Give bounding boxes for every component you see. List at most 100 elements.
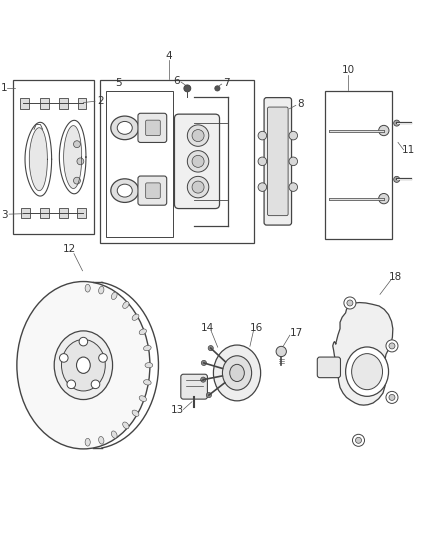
Bar <box>20 98 29 109</box>
Ellipse shape <box>17 281 150 449</box>
Circle shape <box>192 155 204 167</box>
Ellipse shape <box>85 284 90 292</box>
Circle shape <box>79 337 88 346</box>
Ellipse shape <box>139 396 146 401</box>
Circle shape <box>77 158 84 165</box>
Text: 18: 18 <box>389 272 402 282</box>
Circle shape <box>258 157 267 166</box>
Circle shape <box>353 434 364 446</box>
Text: 10: 10 <box>342 65 355 75</box>
Ellipse shape <box>145 362 153 368</box>
Text: 6: 6 <box>173 76 180 86</box>
Text: 13: 13 <box>170 405 184 415</box>
FancyBboxPatch shape <box>138 176 167 205</box>
Circle shape <box>394 120 400 126</box>
Bar <box>13 80 94 235</box>
Ellipse shape <box>132 410 139 416</box>
Bar <box>21 208 30 218</box>
Ellipse shape <box>123 422 129 429</box>
Text: 3: 3 <box>1 210 7 220</box>
Text: 1: 1 <box>1 83 7 93</box>
Ellipse shape <box>139 329 146 335</box>
Text: 16: 16 <box>250 323 263 333</box>
Bar <box>59 98 67 109</box>
Circle shape <box>258 183 267 191</box>
Polygon shape <box>29 128 47 191</box>
Circle shape <box>187 125 209 147</box>
Ellipse shape <box>144 345 151 351</box>
Circle shape <box>74 141 81 148</box>
Bar <box>100 80 254 243</box>
Text: 4: 4 <box>166 51 173 61</box>
Circle shape <box>386 391 398 403</box>
Ellipse shape <box>111 179 139 203</box>
Text: 11: 11 <box>402 145 415 155</box>
Bar <box>78 98 86 109</box>
Circle shape <box>60 353 68 362</box>
Circle shape <box>347 300 353 306</box>
Polygon shape <box>64 126 81 189</box>
Circle shape <box>389 394 395 400</box>
Ellipse shape <box>117 184 132 197</box>
Circle shape <box>201 360 206 366</box>
Circle shape <box>386 340 398 352</box>
Ellipse shape <box>132 314 139 320</box>
Circle shape <box>344 297 356 309</box>
Bar <box>59 208 67 218</box>
Circle shape <box>99 353 107 362</box>
Circle shape <box>67 380 76 389</box>
Circle shape <box>289 157 297 166</box>
Text: 7: 7 <box>223 78 230 88</box>
Ellipse shape <box>99 437 104 444</box>
Ellipse shape <box>77 357 90 374</box>
Ellipse shape <box>85 438 90 446</box>
Ellipse shape <box>111 116 139 140</box>
Ellipse shape <box>346 347 389 397</box>
FancyBboxPatch shape <box>317 357 340 378</box>
Circle shape <box>192 181 204 193</box>
Ellipse shape <box>144 379 151 385</box>
Circle shape <box>206 392 212 398</box>
Bar <box>106 91 173 237</box>
Ellipse shape <box>230 365 244 382</box>
Circle shape <box>289 183 297 191</box>
Bar <box>77 208 85 218</box>
Circle shape <box>215 86 220 91</box>
FancyBboxPatch shape <box>174 114 219 208</box>
FancyBboxPatch shape <box>146 183 160 198</box>
Bar <box>325 91 392 239</box>
Circle shape <box>91 380 100 389</box>
FancyBboxPatch shape <box>138 114 167 142</box>
Circle shape <box>187 176 209 198</box>
Ellipse shape <box>117 122 132 134</box>
Text: 14: 14 <box>200 323 214 333</box>
Circle shape <box>289 131 297 140</box>
Ellipse shape <box>99 286 104 294</box>
Ellipse shape <box>111 431 117 438</box>
Circle shape <box>379 193 389 204</box>
Ellipse shape <box>54 331 113 400</box>
Ellipse shape <box>213 345 261 401</box>
FancyBboxPatch shape <box>268 107 288 216</box>
Text: 5: 5 <box>115 78 121 88</box>
Ellipse shape <box>111 292 117 300</box>
Bar <box>40 98 49 109</box>
Text: 8: 8 <box>298 100 304 109</box>
Ellipse shape <box>352 353 382 390</box>
Circle shape <box>187 151 209 172</box>
Circle shape <box>394 176 400 182</box>
Circle shape <box>276 346 286 357</box>
Text: 12: 12 <box>63 244 76 254</box>
Polygon shape <box>333 303 393 405</box>
FancyBboxPatch shape <box>264 98 292 225</box>
Circle shape <box>258 131 267 140</box>
Circle shape <box>356 437 361 443</box>
Ellipse shape <box>61 340 105 391</box>
Circle shape <box>208 345 213 351</box>
FancyBboxPatch shape <box>181 374 208 399</box>
Text: 2: 2 <box>97 96 104 106</box>
Circle shape <box>192 130 204 142</box>
FancyBboxPatch shape <box>146 120 160 135</box>
Circle shape <box>74 177 81 184</box>
Circle shape <box>184 85 191 92</box>
